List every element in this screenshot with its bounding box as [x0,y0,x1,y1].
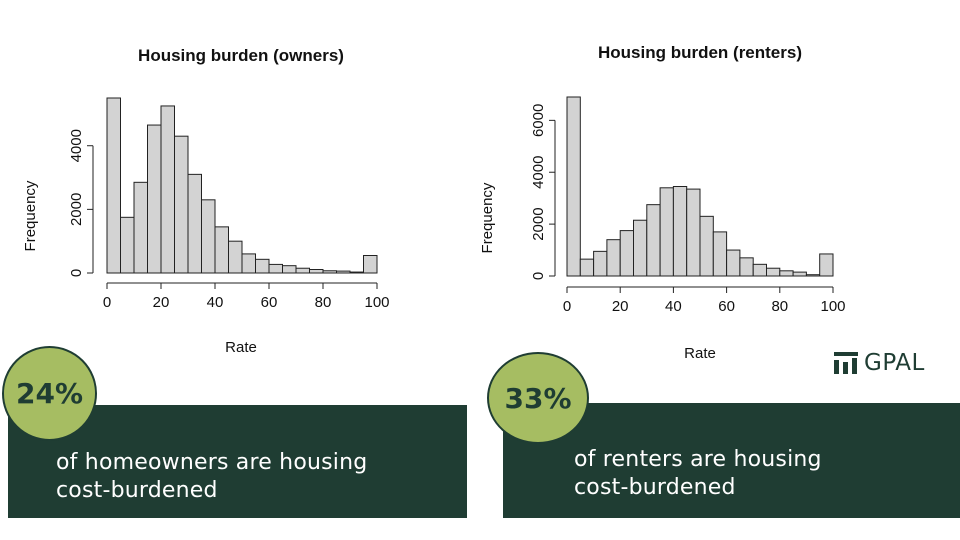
owners-bar [174,135,189,274]
owners-bar [160,105,175,274]
renters-bar [606,239,621,277]
owners-bar [147,124,162,274]
owners-bar [322,270,337,274]
renters-bar [699,215,714,277]
renters-bar [766,267,781,277]
renters-chart-title: Housing burden (renters) [598,43,802,62]
owners-bar [255,258,270,274]
gpal-logo: GPAL [834,350,925,376]
renters-bar [752,263,768,277]
renters-bar [659,187,674,277]
renters-percent: 33% [504,381,572,415]
owners-stat-text: of homeowners are housing cost-burdened [56,449,436,505]
owners-bar [214,226,229,274]
owners-y-tick-label: 2000 [68,193,85,226]
owners-percent-badge: 24% [2,346,97,441]
owners-x-tick-label: 60 [261,294,278,311]
owners-bar [349,271,364,274]
owners-bar [120,216,135,274]
renters-histogram-svg: Housing burden (renters) Rate Frequency … [479,43,846,362]
owners-bar [282,265,297,274]
renters-axes: 0 20 40 60 80 100 0 2000 4000 6000 [530,104,846,315]
owners-x-tick-label: 100 [364,294,389,311]
renters-x-tick-label: 80 [771,298,788,315]
renters-bar [712,231,728,277]
owners-histogram-svg: Housing burden (owners) Rate Frequency 0… [22,46,390,356]
owners-x-tick-label: 40 [207,294,224,311]
owners-bar [106,97,121,274]
owners-bar [241,253,256,274]
renters-x-axis-label: Rate [684,345,716,362]
renters-bar [792,271,807,277]
renters-stat-text: of renters are housing cost-burdened [574,446,934,502]
owners-bar [201,199,216,274]
renters-bar [633,219,648,277]
owners-histogram: Housing burden (owners) Rate Frequency 0… [15,30,405,365]
logo-text: GPAL [864,350,925,376]
owners-chart-title: Housing burden (owners) [138,46,344,65]
renters-bars [566,96,834,277]
renters-bar [646,204,661,277]
renters-y-tick-label: 6000 [530,104,547,137]
renters-y-axis-label: Frequency [479,182,496,253]
owners-percent: 24% [15,377,84,410]
renters-y-tick-label: 4000 [530,156,547,189]
gpal-bars-icon [834,352,858,374]
renters-bar [819,253,834,277]
owners-y-tick-label: 4000 [68,129,85,162]
owners-bar [336,270,351,274]
renters-bar [726,249,741,277]
renters-bar [593,250,608,277]
renters-bar [686,188,701,277]
owners-x-tick-label: 80 [315,294,332,311]
owners-axes: 0 20 40 60 80 100 0 2000 4000 [68,129,390,311]
renters-bar [566,96,581,277]
owners-y-axis-label: Frequency [22,180,39,251]
renters-y-tick-label: 0 [530,272,547,280]
renters-bar [579,258,595,277]
renters-x-tick-label: 20 [612,298,629,315]
owners-bar [228,240,243,274]
renters-bar [779,270,794,277]
owners-bar [363,255,378,274]
renters-bar [619,230,634,277]
renters-bar [805,274,821,277]
renters-bar [739,257,754,277]
renters-x-tick-label: 0 [563,298,571,315]
renters-x-tick-label: 100 [820,298,845,315]
owners-bar [309,269,324,274]
owners-bar [187,173,202,274]
owners-x-tick-label: 20 [153,294,170,311]
owners-bars [106,97,378,274]
owners-bar [133,181,148,274]
renters-y-tick-label: 2000 [530,207,547,240]
renters-bar [672,186,688,277]
renters-x-tick-label: 60 [718,298,735,315]
owners-x-tick-label: 0 [103,294,111,311]
renters-percent-badge: 33% [487,352,589,444]
renters-x-tick-label: 40 [665,298,682,315]
owners-stat-line2: cost-burdened [56,478,218,503]
owners-stat-line1: of homeowners are housing [56,450,368,475]
renters-stat-line1: of renters are housing [574,447,822,472]
owners-y-tick-label: 0 [68,269,85,277]
renters-stat-line2: cost-burdened [574,475,736,500]
owners-bar [295,267,310,274]
owners-x-axis-label: Rate [225,339,257,356]
owners-bar [268,263,283,274]
renters-histogram: Housing burden (renters) Rate Frequency … [478,30,858,370]
